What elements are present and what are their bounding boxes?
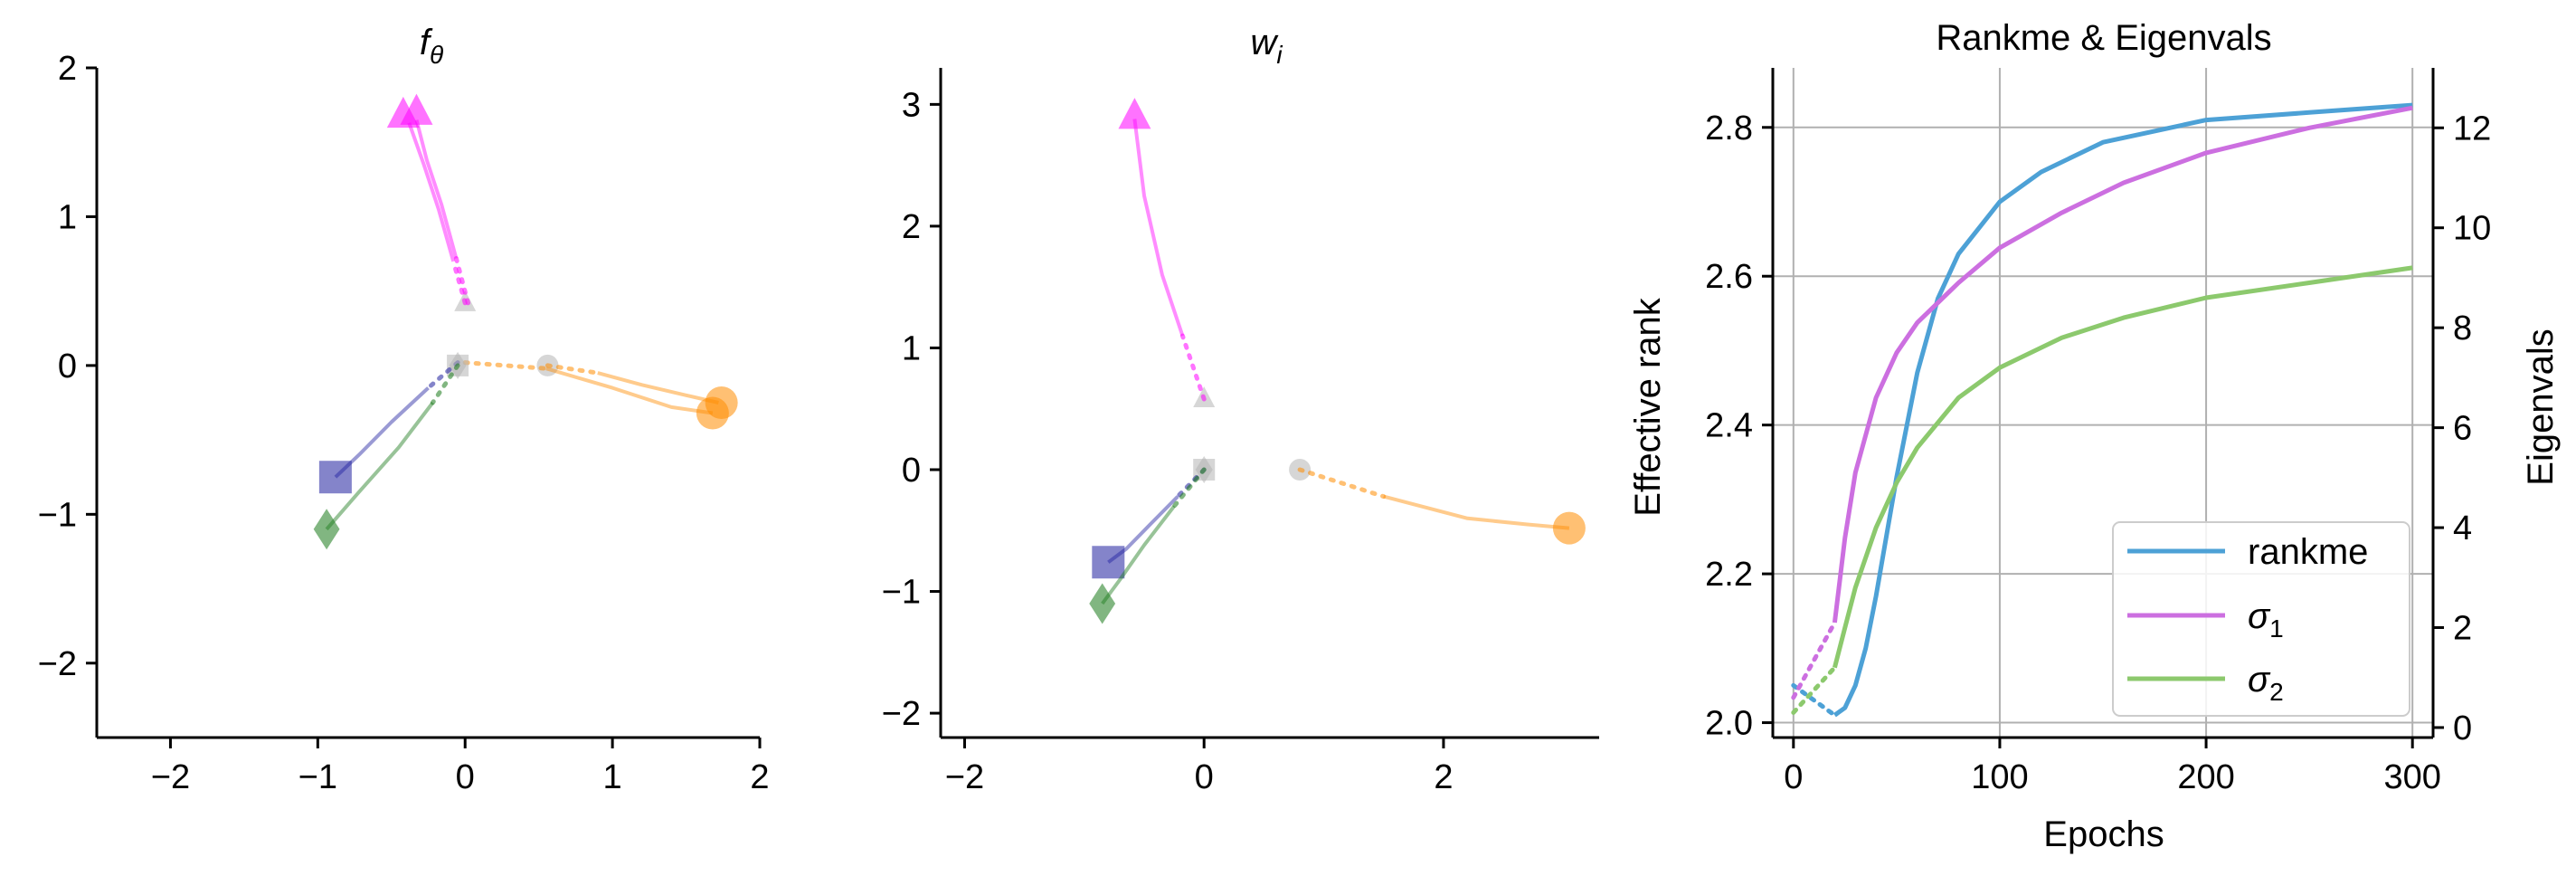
panel2-x-tick-label: 2	[1434, 758, 1453, 796]
panel2-x-tick-label: −2	[945, 758, 984, 796]
diamond-trajectory-start	[430, 363, 460, 405]
triangle-trajectory-start	[450, 259, 468, 306]
panel-rankme-eigenvals: Rankme & Eigenvals 0 100 200 3002.02.22.42.…	[1628, 18, 2561, 854]
panel3-right-tick-label: 6	[2453, 410, 2472, 448]
diamond-trajectory-start	[1171, 467, 1207, 509]
square-end-marker	[1092, 546, 1125, 579]
panel3-ylabel-left: Effective rank	[1628, 297, 1668, 517]
circle-end-marker	[1552, 511, 1586, 545]
panel3-ylabel-right: Eigenvals	[2521, 328, 2561, 485]
panel2-y-tick-label: −2	[882, 695, 921, 733]
triangle-trajectory	[1132, 119, 1185, 337]
circle-trajectory	[545, 367, 714, 415]
circle-trajectory-start	[545, 363, 601, 376]
circle-trajectory	[597, 371, 719, 405]
panel1-x-tick-label: 0	[456, 758, 475, 796]
panel3-left-tick-label: 2.2	[1705, 556, 1753, 594]
panel1-axes: −2 −1 0 1 2 −2 −1 0 1 2	[38, 50, 770, 796]
circle-trajectory	[1383, 494, 1570, 530]
panel2-axes: −2 0 2 −2 −1 0 1 2 3	[882, 68, 1599, 796]
panel1-y-tick-label: −1	[38, 496, 77, 534]
diamond-end-marker	[313, 509, 340, 550]
panel1-x-tick-label: 2	[750, 758, 769, 796]
diamond-trajectory	[325, 401, 434, 531]
panel1-y-tick-label: 2	[58, 50, 77, 88]
legend: rankme σ1 σ2	[2112, 521, 2410, 717]
sigma1-line-start	[1791, 620, 1837, 700]
sigma2-line	[1832, 265, 2413, 669]
panel3-x-tick-label: 200	[2177, 758, 2234, 796]
legend-box	[2112, 521, 2410, 717]
panel3-x-tick-label: 0	[1784, 758, 1803, 796]
panel2-y-tick-label: 0	[902, 452, 921, 490]
panel-w-i: wi −2 0 2 −2 −1 0 1 2 3	[882, 23, 1599, 796]
triangle-trajectory-start	[1179, 333, 1207, 402]
square-trajectory-start	[426, 360, 460, 391]
panel3-right-tick-label: 10	[2453, 210, 2491, 248]
panel3-title: Rankme & Eigenvals	[1936, 18, 2271, 58]
panel1-y-tick-label: −2	[38, 645, 77, 683]
panel2-title: wi	[1250, 23, 1283, 69]
panel1-y-tick-label: 1	[58, 198, 77, 236]
panel3-series	[1791, 102, 2413, 718]
sigma1-line	[1832, 105, 2413, 624]
panel-f-theta: fθ −2 −1 0 1 2 −2 −1 0 1 2	[38, 23, 770, 796]
panel1-y-tick-label: 0	[58, 348, 77, 386]
triangle-end-marker	[400, 93, 433, 125]
panel3-right-tick-label: 12	[2453, 110, 2491, 148]
square-end-marker	[318, 461, 352, 494]
triangle-trajectory	[407, 122, 456, 262]
rankme-line-start	[1791, 682, 1837, 718]
panel3-left-tick-label: 2.6	[1705, 258, 1753, 296]
panel2-y-tick-label: 2	[902, 208, 921, 246]
panel1-x-tick-label: −1	[298, 758, 337, 796]
panel3-right-tick-label: 0	[2453, 709, 2472, 747]
panel3-left-tick-label: 2.8	[1705, 110, 1753, 148]
panel3-left-tick-label: 2.4	[1705, 407, 1753, 445]
triangle-trajectory-start	[453, 256, 470, 306]
panel1-series	[313, 93, 738, 550]
panel3-x-tick-label: 100	[1971, 758, 2028, 796]
legend-label-rankme: rankme	[2248, 532, 2368, 572]
rankme-line	[1833, 102, 2413, 718]
panel2-y-tick-label: 3	[902, 86, 921, 124]
diamond-end-marker	[1089, 583, 1116, 624]
panel1-x-tick-label: −2	[151, 758, 190, 796]
panel2-y-tick-label: −1	[882, 574, 921, 612]
triangle-trajectory	[414, 119, 459, 260]
panel3-right-tick-label: 4	[2453, 509, 2472, 548]
panel3-left-tick-label: 2.0	[1705, 705, 1753, 743]
panel1-x-tick-label: 1	[603, 758, 622, 796]
panel3-xlabel: Epochs	[2043, 814, 2164, 854]
circle-trajectory-start	[1297, 467, 1387, 500]
circle-end-marker	[705, 386, 738, 419]
panel3-right-tick-label: 8	[2453, 309, 2472, 348]
panel2-series	[1089, 98, 1586, 624]
panel1-title: fθ	[420, 23, 443, 69]
circle-trajectory-start	[462, 360, 549, 371]
panel3-x-tick-label: 300	[2383, 758, 2440, 796]
panel3-right-tick-label: 2	[2453, 610, 2472, 648]
panel2-y-tick-label: 1	[902, 329, 921, 367]
panel2-x-tick-label: 0	[1195, 758, 1214, 796]
sigma2-line-start	[1791, 665, 1837, 715]
panel3-axes: 0 100 200 300 2.0 2.2 2.4 2.6 2.8 0 2 4 6 8 10 12	[1705, 68, 2491, 796]
triangle-end-marker	[1118, 98, 1151, 129]
square-trajectory-start	[1175, 467, 1207, 500]
diamond-trajectory	[1101, 505, 1176, 605]
